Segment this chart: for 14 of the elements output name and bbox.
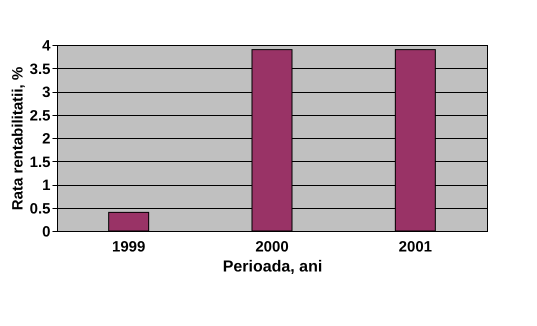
- y-tick-label: 1: [42, 177, 50, 194]
- y-tick-label: 2: [42, 130, 50, 148]
- y-tick-label: 2.5: [30, 107, 50, 124]
- x-tick-label: 1999: [112, 238, 146, 256]
- y-tick-label: 3: [42, 84, 50, 101]
- y-tick-label: 0.5: [30, 200, 50, 218]
- y-tick-label: 3.5: [30, 60, 50, 78]
- x-tick-label: 2000: [255, 238, 289, 256]
- y-axis-title: Rata rentabilitatii, %: [10, 66, 27, 210]
- x-tick-label: 2001: [398, 238, 432, 256]
- y-tick-label: 4: [42, 38, 52, 54]
- x-axis-title: Perioada, ani: [222, 258, 322, 276]
- y-tick-label: 1.5: [30, 154, 50, 171]
- y-tick-label: 0: [42, 224, 50, 240]
